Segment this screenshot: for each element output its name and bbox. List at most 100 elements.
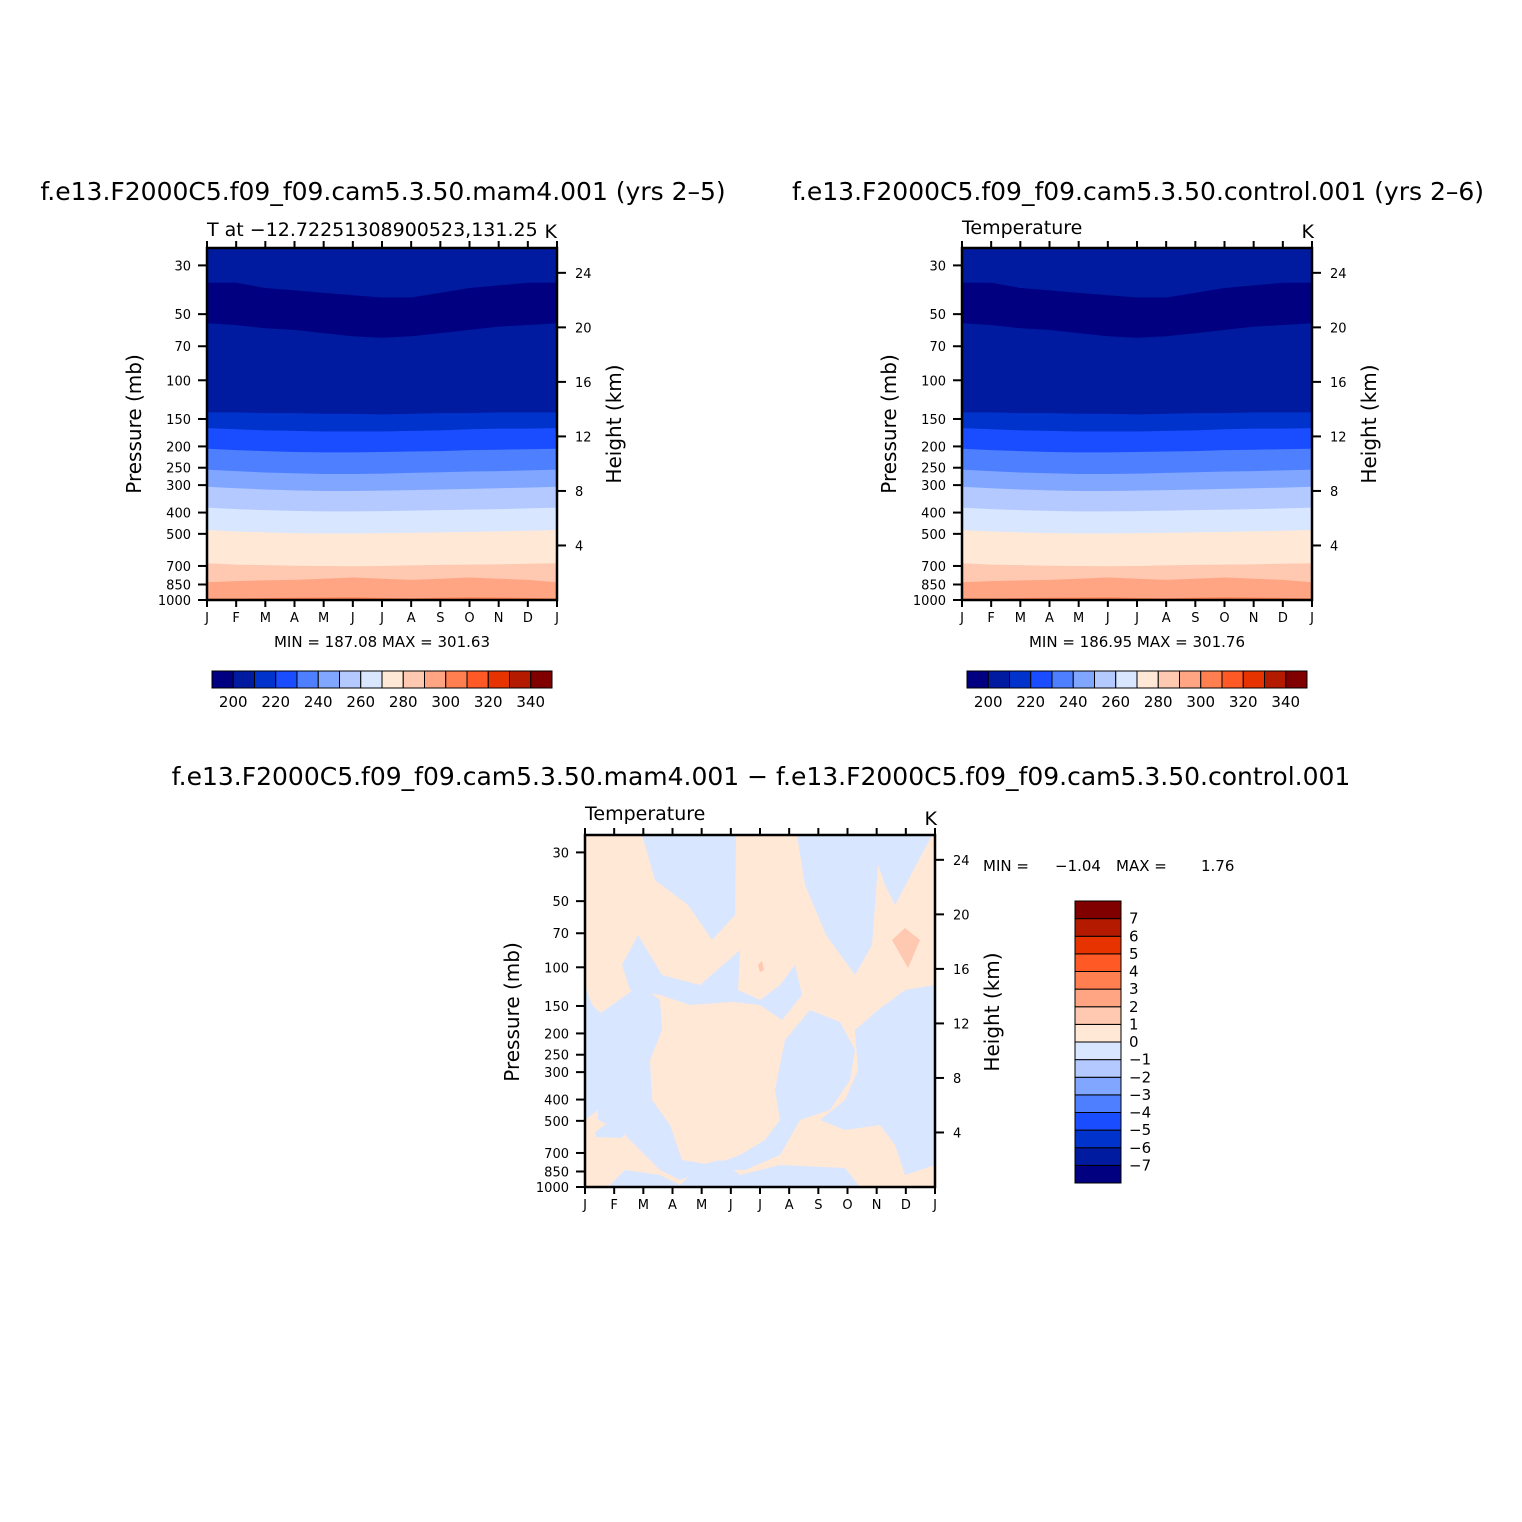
colorbar-swatch xyxy=(1074,900,1122,920)
colorbar-swatch xyxy=(987,670,1010,689)
colorbar-swatch xyxy=(1074,988,1122,1008)
x-tick-label: M xyxy=(1073,611,1084,626)
x-tick-label: A xyxy=(668,1198,677,1213)
x-tick-label: J xyxy=(757,1198,762,1213)
colorbar-swatch xyxy=(1072,670,1095,689)
y-tick-label: 100 xyxy=(544,961,569,976)
panel1-ylabel: Pressure (mb) xyxy=(122,354,146,494)
y2-tick-label: 8 xyxy=(575,485,583,500)
y2-tick-label: 12 xyxy=(953,1017,970,1032)
y-tick-label: 1000 xyxy=(536,1181,569,1196)
y-tick-label: 30 xyxy=(552,846,569,861)
colorbar-label: 200 xyxy=(219,693,248,711)
colorbar-swatch xyxy=(1074,1164,1122,1184)
y-tick-label: 1000 xyxy=(158,594,191,609)
y-tick-label: 700 xyxy=(921,560,946,575)
x-tick-label: J xyxy=(959,611,964,626)
y2-tick-label: 8 xyxy=(953,1072,961,1087)
colorbar-label: 220 xyxy=(261,693,290,711)
colorbar-label: 3 xyxy=(1129,980,1139,998)
colorbar-label: 320 xyxy=(474,693,503,711)
panel2-minmax: MIN = 186.95 MAX = 301.76 xyxy=(1029,633,1245,651)
x-tick-label: S xyxy=(1191,611,1199,626)
panel3-units: K xyxy=(925,808,938,830)
y2-tick-label: 4 xyxy=(575,539,583,554)
panel1-y2label: Height (km) xyxy=(602,364,626,483)
x-tick-label: A xyxy=(407,611,416,626)
colorbar-swatch xyxy=(1074,1129,1122,1149)
x-tick-label: F xyxy=(610,1198,617,1213)
x-tick-label: N xyxy=(872,1198,882,1213)
panel3-max-value: 1.76 xyxy=(1201,857,1234,875)
y-tick-label: 850 xyxy=(921,578,946,593)
colorbar-label: 280 xyxy=(389,693,418,711)
x-tick-label: N xyxy=(1249,611,1259,626)
panel1-colorbar: 200 220 240 260 280 300 320 340 xyxy=(211,670,553,711)
panel3-title: f.e13.F2000C5.f09_f09.cam5.3.50.mam4.001… xyxy=(172,762,1351,791)
x-tick-label: D xyxy=(1278,611,1288,626)
colorbar-swatch xyxy=(966,670,989,689)
colorbar-label: −6 xyxy=(1129,1139,1151,1157)
colorbar-swatch xyxy=(1051,670,1074,689)
colorbar-swatch xyxy=(1074,1076,1122,1096)
y2-tick-label: 12 xyxy=(1330,430,1347,445)
x-tick-label: J xyxy=(379,611,384,626)
colorbar-swatch xyxy=(1074,918,1122,937)
y-tick-label: 500 xyxy=(544,1115,569,1130)
y-tick-label: 150 xyxy=(166,413,191,428)
colorbar-swatch xyxy=(1179,670,1202,689)
colorbar-label: −1 xyxy=(1129,1051,1151,1069)
colorbar-swatch xyxy=(487,670,510,689)
panel-mam4: f.e13.F2000C5.f09_f09.cam5.3.50.mam4.001… xyxy=(40,177,725,711)
colorbar-swatch xyxy=(1264,670,1287,689)
y-tick-label: 50 xyxy=(174,308,191,323)
colorbar-label: −2 xyxy=(1129,1068,1151,1086)
y-tick-label: 300 xyxy=(544,1066,569,1081)
colorbar-label: 260 xyxy=(1101,693,1130,711)
colorbar-swatch xyxy=(1074,953,1122,972)
x-tick-label: J xyxy=(582,1198,587,1213)
x-tick-label: J xyxy=(1105,611,1110,626)
panel2-colorbar: 200 220 240 260 280 300 320 340 xyxy=(966,670,1308,711)
colorbar-label: −3 xyxy=(1129,1086,1151,1104)
y-tick-label: 1000 xyxy=(913,594,946,609)
colorbar-label: 5 xyxy=(1129,945,1139,963)
y-tick-label: 700 xyxy=(544,1147,569,1162)
y-tick-label: 400 xyxy=(544,1094,569,1109)
colorbar-label: 260 xyxy=(346,693,375,711)
diff-region-negative-dot xyxy=(808,1082,830,1102)
colorbar-swatch xyxy=(424,670,447,689)
y2-tick-label: 24 xyxy=(953,854,970,869)
colorbar-label: 0 xyxy=(1129,1033,1139,1051)
y2-tick-label: 24 xyxy=(1330,267,1347,282)
y2-tick-label: 20 xyxy=(953,908,970,923)
y2-tick-label: 12 xyxy=(575,430,592,445)
y-tick-label: 300 xyxy=(166,479,191,494)
colorbar-label: 340 xyxy=(1271,693,1300,711)
y-tick-label: 200 xyxy=(544,1027,569,1042)
panel3-y2label: Height (km) xyxy=(980,952,1004,1071)
panel2-ylabel: Pressure (mb) xyxy=(877,354,901,494)
colorbar-label: 300 xyxy=(431,693,460,711)
diff-region-plus1 xyxy=(892,928,920,968)
x-tick-label: M xyxy=(696,1198,707,1213)
x-tick-label: A xyxy=(1162,611,1171,626)
panel1-title: f.e13.F2000C5.f09_f09.cam5.3.50.mam4.001… xyxy=(40,177,725,206)
colorbar-swatch xyxy=(317,670,340,689)
panel2-y2label: Height (km) xyxy=(1357,364,1381,483)
x-tick-label: M xyxy=(318,611,329,626)
colorbar-swatch xyxy=(1074,1006,1122,1025)
x-tick-label: D xyxy=(523,611,533,626)
x-tick-label: S xyxy=(436,611,444,626)
x-tick-label: J xyxy=(554,611,559,626)
colorbar-swatch xyxy=(402,670,425,689)
x-tick-label: J xyxy=(932,1198,937,1213)
colorbar-swatch xyxy=(1074,1147,1122,1166)
y-tick-label: 700 xyxy=(166,560,191,575)
y-tick-label: 30 xyxy=(929,259,946,274)
panel-difference: f.e13.F2000C5.f09_f09.cam5.3.50.mam4.001… xyxy=(172,762,1351,1213)
colorbar-swatch xyxy=(530,670,553,689)
colorbar-swatch xyxy=(1136,670,1159,689)
y-tick-label: 70 xyxy=(174,340,191,355)
x-tick-label: F xyxy=(987,611,994,626)
